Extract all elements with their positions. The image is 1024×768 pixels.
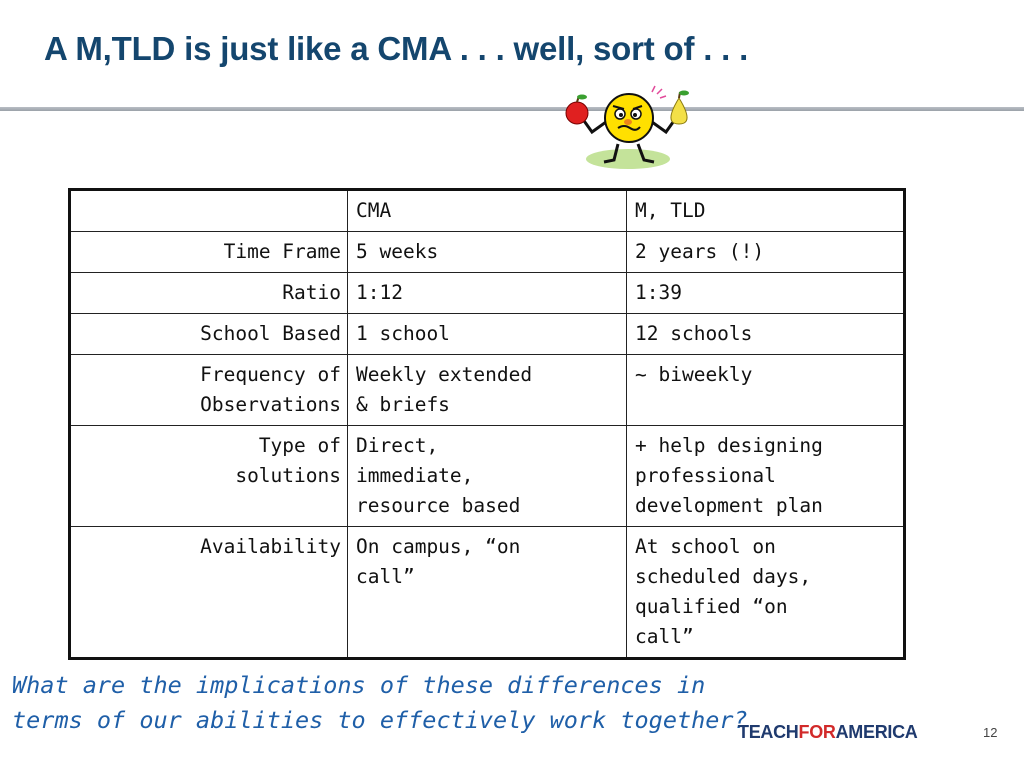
mtld-cell-line: ~ biweekly: [635, 363, 753, 386]
row-label: Frequency of Observations: [69, 354, 348, 426]
mtld-cell-line: 2 years (!): [635, 240, 765, 263]
page-number: 12: [983, 725, 998, 740]
row-label-line: Observations: [200, 393, 341, 416]
cma-cell: 1:12: [347, 272, 627, 314]
mtld-cell-line: At school on: [635, 535, 776, 558]
row-label-line: Ratio: [282, 281, 341, 304]
cma-cell-line: resource based: [356, 494, 521, 517]
title-divider: [0, 107, 1024, 111]
header-empty-cell: [69, 189, 348, 232]
cma-cell-line: 1:12: [356, 281, 403, 304]
cma-cell-line: Direct,: [356, 434, 439, 457]
mtld-cell: At school on scheduled days, qualified “on…: [626, 526, 905, 659]
table-row: Ratio 1:12 1:39: [69, 272, 905, 314]
mtld-cell: ~ biweekly: [626, 354, 905, 426]
mtld-cell-line: 12 schools: [635, 322, 753, 345]
question-line-1: What are the implications of these diffe…: [12, 671, 706, 699]
logo-america: AMERICA: [835, 722, 918, 742]
row-label: Ratio: [69, 272, 348, 314]
table-row: Type of solutions Direct, immediate, resourc…: [69, 425, 905, 527]
mtld-cell-line: scheduled days,: [635, 565, 812, 588]
table-header-row: CMA M, TLD: [69, 189, 905, 232]
teach-for-america-logo: TEACHFORAMERICA: [738, 722, 918, 743]
header-mtld: M, TLD: [626, 189, 905, 232]
cma-cell: Weekly extended & briefs: [347, 354, 627, 426]
mtld-cell-line: call”: [635, 625, 694, 648]
cma-cell-line: immediate,: [356, 464, 474, 487]
table-row: School Based 1 school 12 schools: [69, 313, 905, 355]
row-label-line: School Based: [200, 322, 341, 345]
question-line-2: terms of our abilities to effectively wo…: [12, 706, 748, 734]
cma-cell-line: call”: [356, 565, 415, 588]
confused-face-comparing-apple-and-pear-icon: [565, 85, 689, 169]
cma-cell: 1 school: [347, 313, 627, 355]
mtld-cell: 1:39: [626, 272, 905, 314]
mtld-cell: 12 schools: [626, 313, 905, 355]
mtld-cell-line: professional: [635, 464, 776, 487]
comparison-table: CMA M, TLD Time Frame 5 weeks 2 years (!) Rat…: [68, 188, 906, 660]
mtld-cell-line: qualified “on: [635, 595, 788, 618]
cma-cell: Direct, immediate, resource based: [347, 425, 627, 527]
cma-cell: On campus, “on call”: [347, 526, 627, 659]
cma-cell-line: On campus, “on: [356, 535, 521, 558]
logo-teach: TEACH: [738, 722, 799, 742]
row-label: School Based: [69, 313, 348, 355]
mtld-cell-line: 1:39: [635, 281, 682, 304]
cma-cell-line: & briefs: [356, 393, 450, 416]
header-cma: CMA: [347, 189, 627, 232]
slide-title: A M,TLD is just like a CMA . . . well, s…: [44, 30, 749, 67]
table-row: Time Frame 5 weeks 2 years (!): [69, 231, 905, 273]
discussion-question: What are the implications of these diffe…: [12, 668, 992, 738]
mtld-cell: 2 years (!): [626, 231, 905, 273]
cma-cell-line: 1 school: [356, 322, 450, 345]
mtld-cell-line: + help designing: [635, 434, 823, 457]
cma-cell-line: Weekly extended: [356, 363, 533, 386]
cma-cell-line: 5 weeks: [356, 240, 439, 263]
table-row: Frequency of Observations Weekly extended &…: [69, 354, 905, 426]
row-label: Availability: [69, 526, 348, 659]
row-label-line: Time Frame: [223, 240, 341, 263]
row-label: Type of solutions: [69, 425, 348, 527]
logo-for: FOR: [798, 722, 836, 742]
row-label-line: Frequency of: [200, 363, 341, 386]
row-label-line: Availability: [200, 535, 341, 558]
row-label-line: Type of: [258, 434, 341, 457]
table-row: Availability On campus, “on call” At school…: [69, 526, 905, 659]
mtld-cell-line: development plan: [635, 494, 823, 517]
row-label: Time Frame: [69, 231, 348, 273]
cma-cell: 5 weeks: [347, 231, 627, 273]
row-label-line: solutions: [235, 464, 341, 487]
mtld-cell: + help designing professional development …: [626, 425, 905, 527]
